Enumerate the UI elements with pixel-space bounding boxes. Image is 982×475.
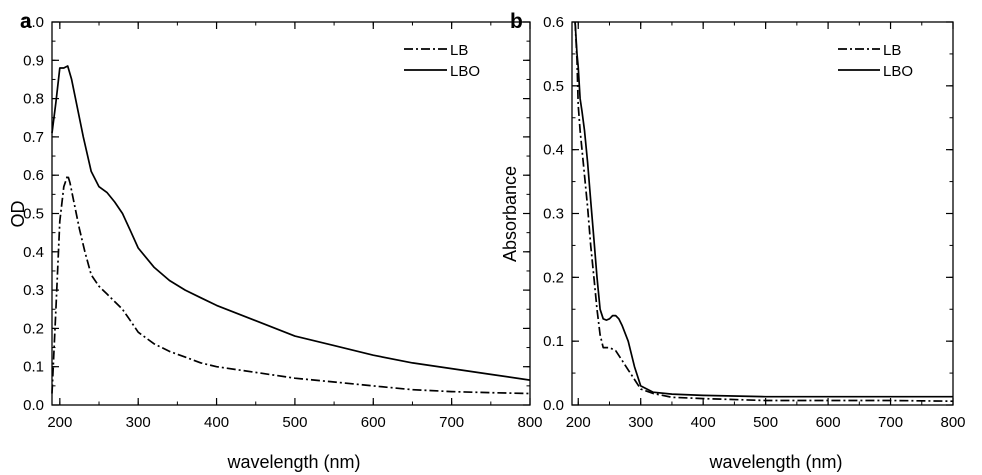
y-axis-label: OD	[8, 200, 28, 227]
x-tick-label: 400	[691, 414, 716, 431]
x-tick-label: 200	[47, 414, 72, 431]
series-lbo-line	[574, 21, 953, 398]
panel-a: a wavelength (nm) OD 200 300 400 500 600 700 8…	[8, 10, 543, 472]
legend-label-lbo: LBO	[450, 63, 480, 80]
y-tick-label: 0.6	[543, 14, 564, 31]
panel-label: a	[20, 10, 32, 33]
legend-label-lb: LB	[450, 42, 468, 59]
y-tick-label: 0.3	[23, 282, 44, 299]
y-tick-label: 0.7	[23, 129, 44, 146]
plot-frame	[571, 21, 954, 406]
x-tick-label: 300	[628, 414, 653, 431]
x-axis-label: wavelength (nm)	[226, 452, 360, 472]
tick-labels: 200 300 400 500 600 700 800 0.0 0.1 0.2 0.3 0.4 0.5 0…	[23, 14, 542, 431]
x-tick-label: 800	[940, 414, 965, 431]
y-tick-label: 0.4	[543, 142, 564, 159]
x-tick-label: 600	[816, 414, 841, 431]
y-tick-label: 0.5	[543, 78, 564, 95]
y-tick-label: 0.5	[23, 206, 44, 223]
y-tick-label: 0.0	[23, 397, 44, 414]
y-tick-label: 0.0	[543, 397, 564, 414]
plot-frame	[51, 21, 531, 406]
legend-label-lb: LB	[883, 42, 901, 59]
x-tick-label: 500	[282, 414, 307, 431]
series-lb-line	[574, 21, 954, 403]
series-lbo-line	[51, 65, 531, 381]
y-axis-label: Absorbance	[500, 166, 520, 262]
series-lb-line	[51, 174, 531, 395]
y-tick-label: 0.9	[23, 52, 44, 69]
x-tick-label: 600	[361, 414, 386, 431]
y-tick-label: 0.6	[23, 167, 44, 184]
y-tick-label: 0.4	[23, 244, 44, 261]
x-tick-label: 500	[753, 414, 778, 431]
x-tick-label: 300	[126, 414, 151, 431]
x-tick-label: 800	[517, 414, 542, 431]
x-axis-label: wavelength (nm)	[708, 452, 842, 472]
y-tick-label: 0.1	[543, 333, 564, 350]
legend-label-lbo: LBO	[883, 63, 913, 80]
y-tick-label: 0.2	[23, 320, 44, 337]
x-tick-label: 700	[878, 414, 903, 431]
panel-b: b wavelength (nm) Absorbance 200 300 400 50…	[500, 10, 966, 472]
y-tick-label: 0.1	[23, 359, 44, 376]
y-tick-label: 0.8	[23, 91, 44, 108]
panel-label: b	[510, 10, 523, 33]
series-lines	[574, 21, 954, 403]
series-lines	[51, 65, 531, 395]
y-tick-label: 1.0	[23, 14, 44, 31]
x-tick-label: 700	[439, 414, 464, 431]
y-tick-label: 0.3	[543, 206, 564, 223]
legend: LB LBO	[838, 42, 913, 80]
legend: LB LBO	[404, 42, 480, 80]
y-tick-label: 0.2	[543, 269, 564, 286]
x-tick-label: 400	[204, 414, 229, 431]
x-tick-label: 200	[566, 414, 591, 431]
